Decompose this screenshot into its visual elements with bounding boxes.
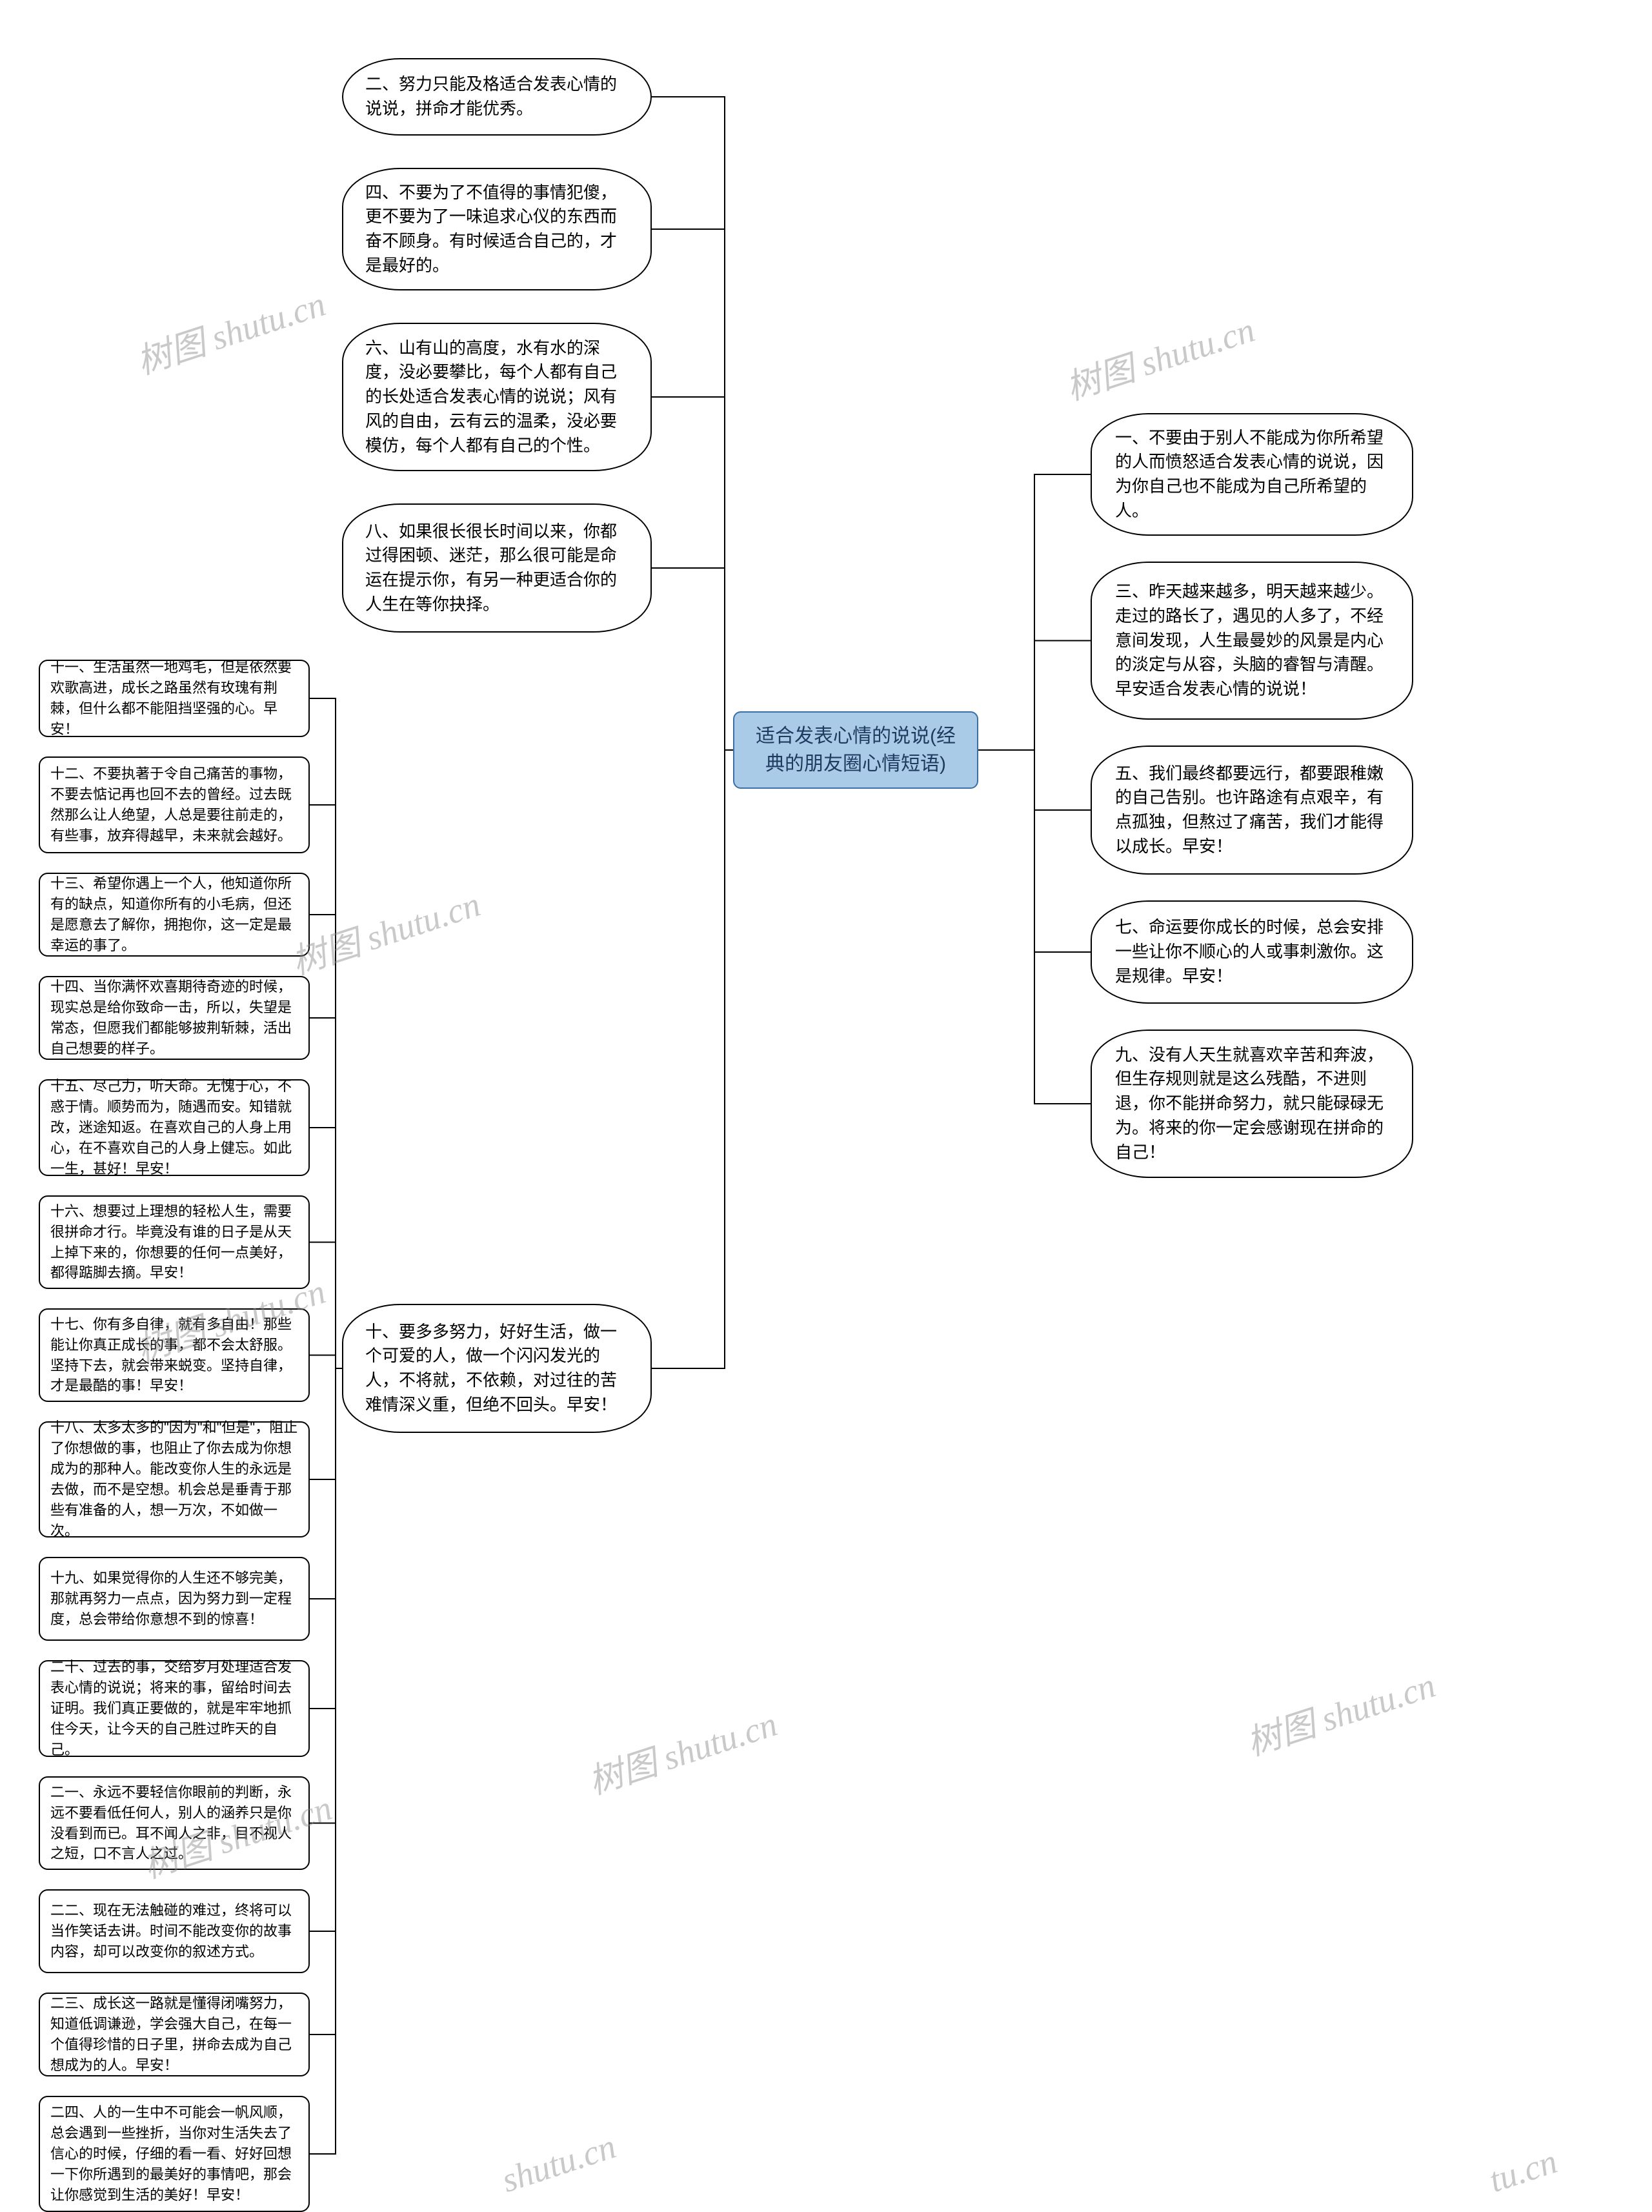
node-text: 一、不要由于别人不能成为你所希望的人而愤怒适合发表心情的说说，因为你自己也不能成… (1115, 426, 1389, 523)
node-text: 二、努力只能及格适合发表心情的说说，拼命才能优秀。 (365, 72, 629, 121)
node-text: 十六、想要过上理想的轻松人生，需要很拼命才行。毕竟没有谁的日子是从天上掉下来的，… (50, 1201, 298, 1284)
mindmap-node: 九、没有人天生就喜欢辛苦和奔波，但生存规则就是这么残酷，不进则退，你不能拼命努力… (1091, 1030, 1413, 1178)
node-text: 九、没有人天生就喜欢辛苦和奔波，但生存规则就是这么残酷，不进则退，你不能拼命努力… (1115, 1043, 1389, 1164)
mindmap-node: 七、命运要你成长的时候，总会安排一些让你不顺心的人或事刺激你。这是规律。早安！ (1091, 900, 1413, 1004)
connector-line (978, 474, 1091, 750)
mindmap-node: 二二、现在无法触碰的难过，终将可以当作笑话去讲。时间不能改变你的故事内容，却可以… (39, 1889, 310, 1973)
mindmap-node: 十二、不要执著于令自己痛苦的事物，不要去惦记再也回不去的曾经。过去既然那么让人绝… (39, 756, 310, 853)
node-text: 十一、生活虽然一地鸡毛，但是依然要欢歌高进，成长之路虽然有玫瑰有荆棘，但什么都不… (50, 657, 298, 740)
connector-line (978, 750, 1091, 810)
node-text: 十四、当你满怀欢喜期待奇迹的时候，现实总是给你致命一击，所以，失望是常态，但愿我… (50, 977, 298, 1059)
mindmap-node: 二、努力只能及格适合发表心情的说说，拼命才能优秀。 (342, 58, 652, 136)
node-text: 十、要多多努力，好好生活，做一个可爱的人，做一个闪闪发光的人，不将就，不依赖，对… (365, 1320, 629, 1417)
connector-line (652, 750, 733, 1368)
watermark-text: 树图 shutu.cn (1058, 301, 1260, 410)
node-text: 十七、你有多自律，就有多自由！那些能让你真正成长的事，都不会太舒服。坚持下去，就… (50, 1314, 298, 1397)
connector-line (310, 1368, 342, 1823)
node-text: 六、山有山的高度，水有水的深度，没必要攀比，每个人都有自己的长处适合发表心情的说… (365, 336, 629, 458)
watermark-text: 树图 shutu.cn (284, 875, 486, 984)
connector-line (310, 1368, 342, 2154)
watermark-text: 树图 shutu.cn (1239, 1656, 1441, 1765)
node-text: 十三、希望你遇上一个人，他知道你所有的缺点，知道你所有的小毛病，但还是愿意去了解… (50, 873, 298, 956)
mindmap-node: 三、昨天越来越多，明天越来越少。走过的路长了，遇见的人多了，不经意间发现，人生最… (1091, 562, 1413, 720)
node-text: 五、我们最终都要远行，都要跟稚嫩的自己告别。也许路途有点艰辛，有点孤独，但熬过了… (1115, 762, 1389, 859)
mindmap-node: 十八、太多太多的"因为"和"但是"，阻止了你想做的事，也阻止了你去成为你想成为的… (39, 1421, 310, 1537)
connector-line (310, 1243, 342, 1369)
watermark-text: 树图 shutu.cn (129, 275, 331, 384)
connector-line (652, 229, 733, 750)
watermark-text: shutu.cn (497, 2126, 621, 2200)
connector-line (310, 1355, 342, 1369)
connector-line (310, 1368, 342, 1479)
mindmap-node: 二十、过去的事，交给岁月处理适合发表心情的说说；将来的事，留给时间去证明。我们真… (39, 1660, 310, 1757)
mindmap-center-node: 适合发表心情的说说(经典的朋友圈心情短语) (733, 711, 978, 789)
mindmap-node: 十三、希望你遇上一个人，他知道你所有的缺点，知道你所有的小毛病，但还是愿意去了解… (39, 873, 310, 957)
mindmap-node: 十六、想要过上理想的轻松人生，需要很拼命才行。毕竟没有谁的日子是从天上掉下来的，… (39, 1195, 310, 1289)
mindmap-node: 二三、成长这一路就是懂得闭嘴努力，知道低调谦逊，学会强大自己，在每一个值得珍惜的… (39, 1993, 310, 2076)
connector-line (310, 698, 342, 1368)
node-text: 八、如果很长很长时间以来，你都过得困顿、迷茫，那么很可能是命运在提示你，有另一种… (365, 520, 629, 617)
connector-line (310, 1128, 342, 1368)
watermark-text: tu.cn (1484, 2141, 1562, 2200)
connector-line (310, 1368, 342, 2034)
mindmap-node: 一、不要由于别人不能成为你所希望的人而愤怒适合发表心情的说说，因为你自己也不能成… (1091, 413, 1413, 536)
mindmap-canvas: 适合发表心情的说说(经典的朋友圈心情短语) 二、努力只能及格适合发表心情的说说，拼… (0, 0, 1652, 2197)
mindmap-node: 十九、如果觉得你的人生还不够完美，那就再努力一点点，因为努力到一定程度，总会带给… (39, 1557, 310, 1641)
connector-line (310, 915, 342, 1368)
node-text: 三、昨天越来越多，明天越来越少。走过的路长了，遇见的人多了，不经意间发现，人生最… (1115, 580, 1389, 701)
node-text: 二十、过去的事，交给岁月处理适合发表心情的说说；将来的事，留给时间去证明。我们真… (50, 1657, 298, 1760)
mindmap-node: 十五、尽己力，听天命。无愧于心，不惑于情。顺势而为，随遇而安。知错就改，迷途知返… (39, 1079, 310, 1176)
connector-line (652, 97, 733, 750)
connector-line (310, 1368, 342, 1931)
mindmap-node: 六、山有山的高度，水有水的深度，没必要攀比，每个人都有自己的长处适合发表心情的说… (342, 323, 652, 471)
connector-line (310, 1368, 342, 1599)
node-text: 二三、成长这一路就是懂得闭嘴努力，知道低调谦逊，学会强大自己，在每一个值得珍惜的… (50, 1993, 298, 2076)
mindmap-node: 十一、生活虽然一地鸡毛，但是依然要欢歌高进，成长之路虽然有玫瑰有荆棘，但什么都不… (39, 660, 310, 737)
mindmap-node: 十、要多多努力，好好生活，做一个可爱的人，做一个闪闪发光的人，不将就，不依赖，对… (342, 1304, 652, 1433)
connector-line (310, 1018, 342, 1368)
watermark-text: 树图 shutu.cn (581, 1695, 783, 1804)
node-text: 二一、永远不要轻信你眼前的判断，永远不要看低任何人，别人的涵养只是你没看到而已。… (50, 1782, 298, 1865)
node-text: 十二、不要执著于令自己痛苦的事物，不要去惦记再也回不去的曾经。过去既然那么让人绝… (50, 764, 298, 846)
connector-line (978, 641, 1091, 751)
node-text: 二四、人的一生中不可能会一帆风顺，总会遇到一些挫折，当你对生活失去了信心的时候，… (50, 2102, 298, 2205)
mindmap-node: 十四、当你满怀欢喜期待奇迹的时候，现实总是给你致命一击，所以，失望是常态，但愿我… (39, 976, 310, 1060)
node-text: 十九、如果觉得你的人生还不够完美，那就再努力一点点，因为努力到一定程度，总会带给… (50, 1568, 298, 1630)
connector-line (310, 1368, 342, 1709)
connector-line (978, 750, 1091, 1104)
connector-line (652, 568, 733, 750)
mindmap-node: 二一、永远不要轻信你眼前的判断，永远不要看低任何人，别人的涵养只是你没看到而已。… (39, 1776, 310, 1870)
connector-line (978, 750, 1091, 952)
node-text: 七、命运要你成长的时候，总会安排一些让你不顺心的人或事刺激你。这是规律。早安！ (1115, 915, 1389, 988)
mindmap-node: 十七、你有多自律，就有多自由！那些能让你真正成长的事，都不会太舒服。坚持下去，就… (39, 1308, 310, 1402)
connector-line (652, 397, 733, 750)
node-text: 十五、尽己力，听天命。无愧于心，不惑于情。顺势而为，随遇而安。知错就改，迷途知返… (50, 1076, 298, 1179)
node-text: 四、不要为了不值得的事情犯傻，更不要为了一味追求心仪的东西而奋不顾身。有时候适合… (365, 181, 629, 278)
node-text: 十八、太多太多的"因为"和"但是"，阻止了你想做的事，也阻止了你去成为你想成为的… (50, 1417, 298, 1541)
node-text: 适合发表心情的说说(经典的朋友圈心情短语) (750, 722, 962, 778)
connector-line (310, 805, 342, 1368)
mindmap-node: 八、如果很长很长时间以来，你都过得困顿、迷茫，那么很可能是命运在提示你，有另一种… (342, 503, 652, 633)
mindmap-node: 五、我们最终都要远行，都要跟稚嫩的自己告别。也许路途有点艰辛，有点孤独，但熬过了… (1091, 746, 1413, 875)
mindmap-node: 二四、人的一生中不可能会一帆风顺，总会遇到一些挫折，当你对生活失去了信心的时候，… (39, 2096, 310, 2212)
node-text: 二二、现在无法触碰的难过，终将可以当作笑话去讲。时间不能改变你的故事内容，却可以… (50, 1900, 298, 1962)
mindmap-node: 四、不要为了不值得的事情犯傻，更不要为了一味追求心仪的东西而奋不顾身。有时候适合… (342, 168, 652, 290)
